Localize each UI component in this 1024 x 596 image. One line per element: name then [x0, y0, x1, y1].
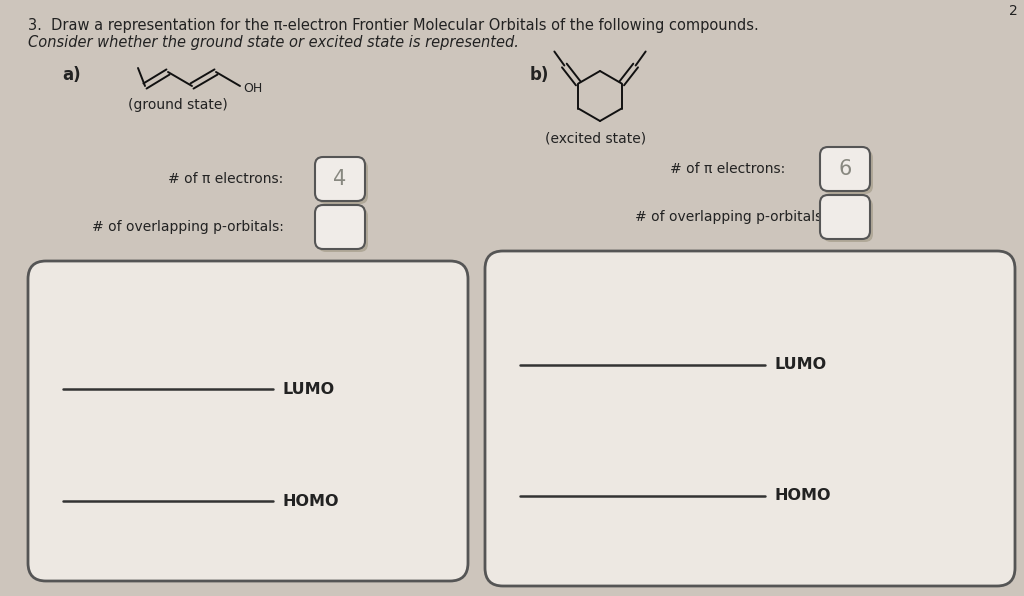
- FancyBboxPatch shape: [28, 261, 468, 581]
- FancyBboxPatch shape: [823, 150, 873, 194]
- FancyBboxPatch shape: [823, 198, 873, 242]
- FancyBboxPatch shape: [318, 208, 368, 252]
- Text: (ground state): (ground state): [128, 98, 227, 112]
- FancyBboxPatch shape: [318, 160, 368, 204]
- Text: # of overlapping p-orbitals:: # of overlapping p-orbitals:: [92, 220, 284, 234]
- FancyBboxPatch shape: [315, 157, 365, 201]
- Text: # of overlapping p-orbitals:: # of overlapping p-orbitals:: [635, 210, 826, 224]
- FancyBboxPatch shape: [820, 195, 870, 239]
- Text: b): b): [530, 66, 549, 84]
- Text: (excited state): (excited state): [545, 132, 646, 146]
- Text: LUMO: LUMO: [775, 358, 827, 372]
- Text: HOMO: HOMO: [283, 493, 340, 508]
- Text: LUMO: LUMO: [283, 381, 335, 396]
- FancyBboxPatch shape: [485, 251, 1015, 586]
- Text: 4: 4: [334, 169, 347, 189]
- Text: 2: 2: [1010, 4, 1018, 18]
- Text: 6: 6: [839, 159, 852, 179]
- Text: OH: OH: [243, 82, 262, 95]
- Text: 3.  Draw a representation for the π-electron Frontier Molecular Orbitals of the : 3. Draw a representation for the π-elect…: [28, 18, 759, 33]
- FancyBboxPatch shape: [315, 205, 365, 249]
- Text: a): a): [62, 66, 81, 84]
- Text: HOMO: HOMO: [775, 488, 831, 503]
- FancyBboxPatch shape: [820, 147, 870, 191]
- Text: # of π electrons:: # of π electrons:: [670, 162, 785, 176]
- Text: Consider whether the ground state or excited state is represented.: Consider whether the ground state or exc…: [28, 35, 519, 50]
- Text: # of π electrons:: # of π electrons:: [168, 172, 284, 186]
